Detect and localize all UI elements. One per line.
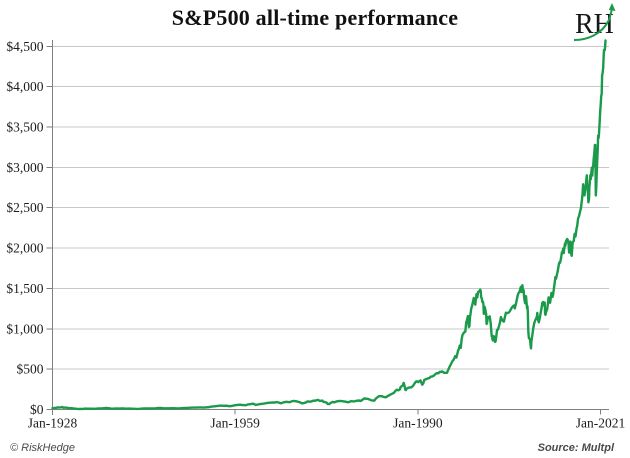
y-axis-label: $1,500 <box>6 281 43 296</box>
x-axis-label: Jan-2021 <box>576 416 626 431</box>
y-axis-label: $500 <box>17 362 44 377</box>
logo-arrow-icon <box>573 8 613 41</box>
y-axis-label: $0 <box>30 402 44 417</box>
copyright-note: © RiskHedge <box>10 442 75 454</box>
sp500-price-line <box>51 39 607 411</box>
x-axis-label: Jan-1959 <box>210 416 260 431</box>
x-axis-label: Jan-1928 <box>28 416 78 431</box>
x-axis-label: Jan-1990 <box>393 416 443 431</box>
chart-title: S&P500 all-time performance <box>171 5 459 30</box>
source-note: Source: Multpl <box>537 442 614 454</box>
y-axis-label: $4,000 <box>6 79 43 94</box>
y-axis-label: $1,000 <box>6 321 43 336</box>
y-axis-label: $2,500 <box>6 200 43 215</box>
y-axis-label: $2,000 <box>6 241 43 256</box>
y-axis-label: $3,000 <box>6 160 43 175</box>
logo-arrowhead-icon <box>608 3 616 11</box>
riskhedge-logo: RH <box>573 3 616 41</box>
y-axis-label: $3,500 <box>6 120 43 135</box>
y-axis-label: $4,500 <box>6 39 43 54</box>
